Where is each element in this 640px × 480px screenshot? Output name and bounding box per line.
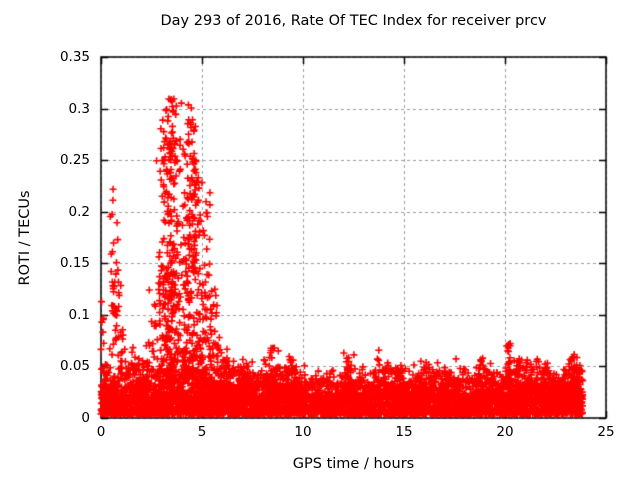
x-tick-label: 25 [597,424,615,440]
y-tick-label: 0.35 [59,49,90,65]
y-tick-label: 0 [81,410,90,426]
chart-title: Day 293 of 2016, Rate Of TEC Index for r… [160,13,547,29]
y-tick-label: 0.3 [68,100,90,117]
x-tick-label: 0 [96,424,106,440]
x-tick-label: 20 [496,424,514,440]
x-tick-label: 5 [197,424,207,440]
y-tick-label: 0.2 [68,203,90,220]
x-tick-label: 15 [395,424,413,440]
y-tick-label: 0.05 [59,358,90,375]
y-tick-label: 0.1 [68,306,90,323]
x-tick-label: 10 [294,424,312,440]
x-axis-label: GPS time / hours [292,456,415,472]
y-tick-label: 0.15 [59,255,90,272]
y-tick-label: 0.25 [59,152,90,169]
